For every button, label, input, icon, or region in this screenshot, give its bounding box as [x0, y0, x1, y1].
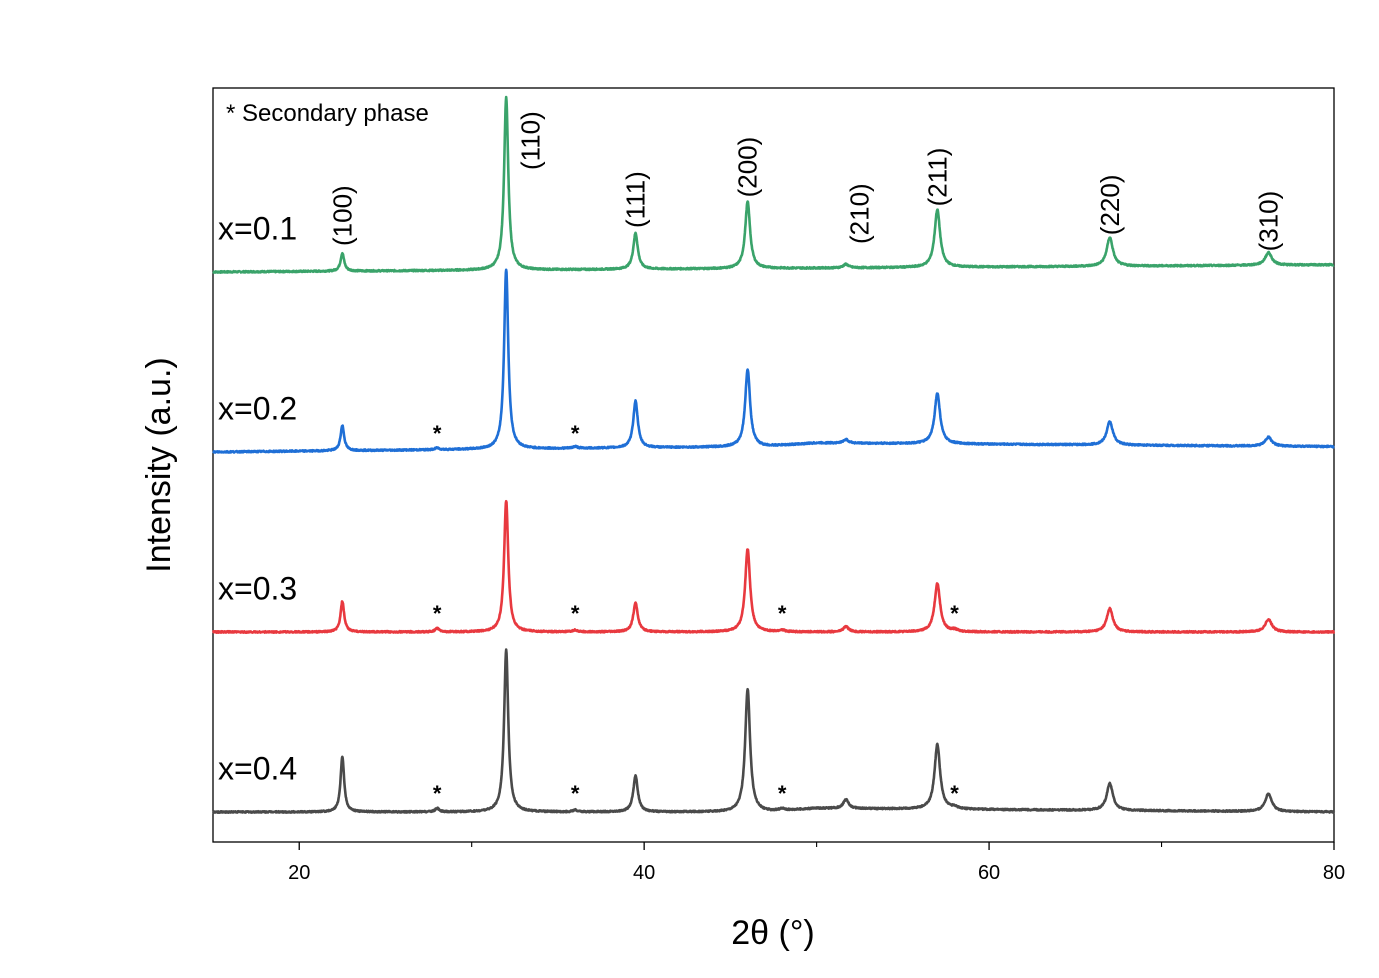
x-tick-label: 40 — [633, 862, 655, 884]
secondary-phase-marker: * — [950, 781, 959, 806]
secondary-phase-marker: * — [433, 601, 442, 626]
labels-layer: x=0.1 x=0.2 * * x=0.3 * * * * x=0.4 * * * * (100) (110)… — [218, 111, 1284, 806]
secondary-phase-marker: * — [571, 781, 580, 806]
x-tick-label: 20 — [288, 862, 310, 884]
x-tick-label: 80 — [1323, 862, 1345, 884]
series-line — [212, 268, 1335, 454]
series-label: x=0.3 — [218, 571, 297, 607]
secondary-phase-marker: * — [778, 781, 787, 806]
series-layer — [211, 95, 1336, 814]
secondary-phase-marker: * — [571, 601, 580, 626]
series-label: x=0.2 — [218, 391, 297, 427]
y-axis-title: Intensity (a.u.) — [140, 357, 178, 572]
peak-label: (110) — [515, 111, 545, 170]
peak-label: (100) — [327, 185, 357, 246]
series-label: x=0.4 — [218, 751, 297, 787]
peak-label: (310) — [1254, 191, 1284, 252]
x-axis: 20 40 60 80 — [288, 842, 1345, 884]
series-label: x=0.1 — [218, 211, 297, 247]
secondary-phase-marker: * — [950, 601, 959, 626]
series-line — [212, 648, 1336, 814]
x-tick-label: 60 — [978, 862, 1000, 884]
secondary-phase-marker: * — [778, 601, 787, 626]
peak-label: (111) — [621, 171, 651, 228]
series-line — [212, 95, 1335, 274]
plot-frame — [212, 87, 1335, 843]
peak-label: (210) — [845, 183, 875, 244]
x-axis-title: 2θ (°) — [731, 914, 815, 952]
peak-label: (220) — [1095, 174, 1125, 235]
secondary-phase-marker: * — [433, 781, 442, 806]
peak-label: (211) — [922, 148, 952, 207]
annotation-legend: * Secondary phase — [226, 100, 429, 127]
secondary-phase-marker: * — [433, 421, 442, 446]
peak-label: (200) — [733, 137, 763, 198]
secondary-phase-marker: * — [571, 421, 580, 446]
series-line — [211, 499, 1336, 634]
